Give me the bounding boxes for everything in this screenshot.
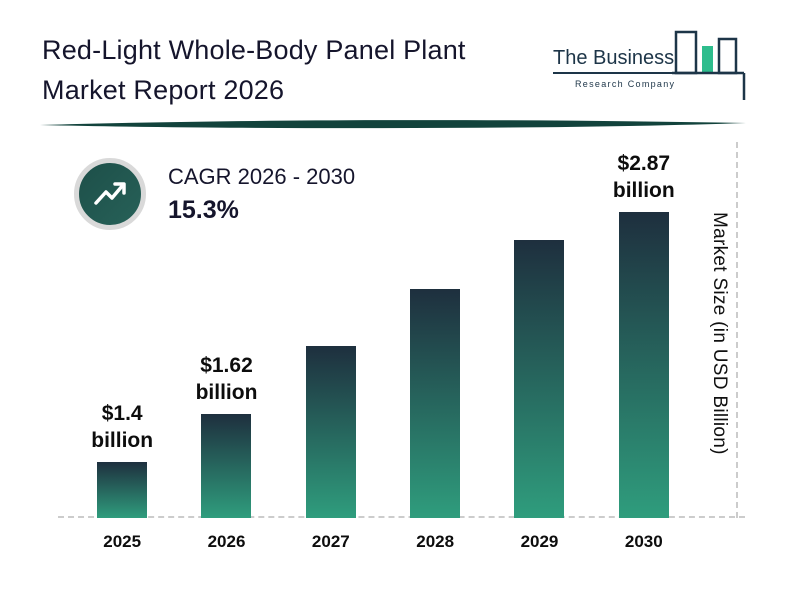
logo-bar-outline-left (674, 30, 698, 75)
bar-2028 (410, 289, 461, 518)
divider-swoosh (40, 118, 750, 131)
gridline-baseline (58, 516, 745, 518)
page-title: Red-Light Whole-Body Panel Plant Market … (42, 30, 466, 110)
cagr-label: CAGR 2026 - 2030 (168, 163, 356, 189)
company-logo: The Business Research Company (552, 24, 752, 110)
company-logo-graphic: The Business Research Company (553, 30, 746, 100)
trend-up-arrow (94, 182, 126, 205)
x-tick-2026: 2026 (207, 532, 246, 551)
gridline-vertical (736, 142, 738, 518)
bar-2026 (201, 414, 252, 518)
x-tick-2029: 2029 (520, 532, 559, 551)
logo-baseline (672, 71, 746, 100)
logo-bar-green (702, 46, 713, 73)
page-title-line2: Market Report 2026 (42, 75, 285, 105)
cagr-value: 15.3% (168, 195, 239, 224)
logo-text-line1: The Business (553, 47, 674, 69)
cagr-block: CAGR 2026 - 2030 15.3% (74, 158, 355, 230)
bar-value-label-2030: $2.87 billion (612, 152, 675, 202)
trend-up-icon (74, 158, 146, 230)
x-tick-2027: 2027 (311, 532, 350, 551)
bar-2029 (514, 240, 565, 518)
logo-text-line2: Research Company (575, 79, 675, 89)
bar-2027 (305, 346, 356, 518)
y-axis-label: Market Size (in USD Billion) (709, 212, 730, 455)
bar-value-label-2026: $1.62 billion (195, 354, 258, 404)
divider-swoosh-shape (40, 120, 746, 129)
x-tick-2030: 2030 (624, 532, 663, 551)
bar-2030 (618, 212, 669, 518)
x-tick-2028: 2028 (416, 532, 455, 551)
bar-2025 (97, 462, 148, 518)
cagr-text: CAGR 2026 - 2030 15.3% (168, 164, 355, 225)
x-tick-2025: 2025 (103, 532, 142, 551)
bar-value-label-2025: $1.4 billion (91, 402, 154, 452)
page-title-line1: Red-Light Whole-Body Panel Plant (42, 35, 466, 65)
logo-bar-outline-right (717, 37, 738, 75)
